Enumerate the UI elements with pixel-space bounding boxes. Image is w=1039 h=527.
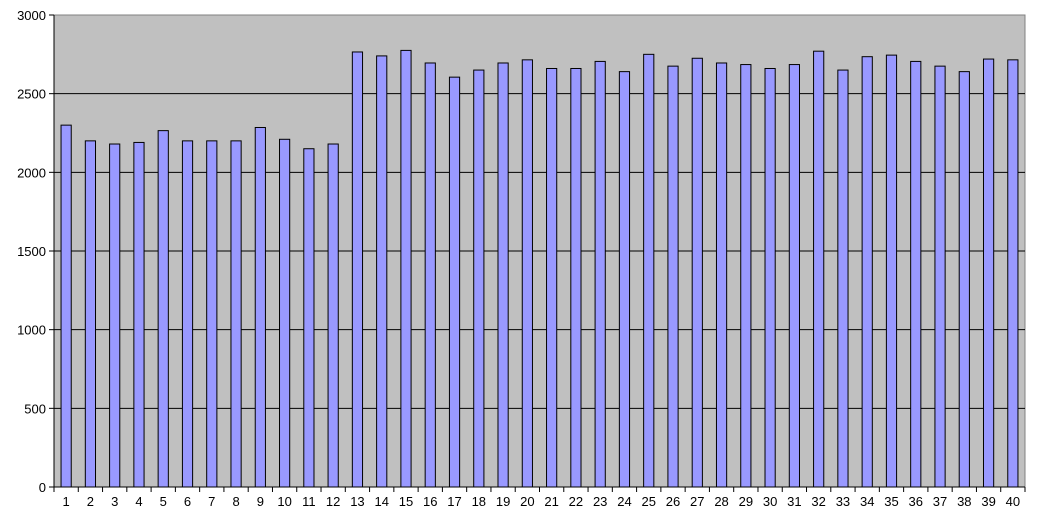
bar [497, 62, 509, 488]
bar [934, 65, 946, 488]
bar [303, 148, 315, 488]
bar [448, 76, 461, 488]
bar [861, 56, 873, 488]
x-tick-label: 6 [184, 494, 191, 509]
bar [279, 138, 291, 488]
x-tick-label: 1 [63, 494, 70, 509]
y-tick-label: 0 [39, 480, 46, 495]
x-tick-label: 25 [642, 494, 656, 509]
bar [1007, 59, 1019, 488]
bar [351, 51, 364, 488]
x-tick-label: 34 [860, 494, 874, 509]
bar [157, 130, 169, 488]
x-tick-label: 20 [520, 494, 534, 509]
bar [376, 55, 388, 488]
x-tick-label: 14 [374, 494, 388, 509]
bar [788, 64, 800, 488]
y-tick-label: 500 [24, 401, 46, 416]
x-tick-label: 30 [763, 494, 777, 509]
x-tick-label: 3 [111, 494, 118, 509]
y-tick-label: 3000 [17, 8, 46, 23]
x-tick-label: 9 [257, 494, 264, 509]
bar [813, 50, 825, 488]
x-tick-label: 21 [544, 494, 558, 509]
x-tick-label: 2 [87, 494, 94, 509]
bar [643, 53, 655, 488]
bar [982, 58, 995, 488]
bar [837, 69, 849, 488]
x-tick-label: 4 [135, 494, 142, 509]
x-tick-label: 11 [302, 494, 316, 509]
bar [109, 143, 121, 488]
bar [424, 62, 436, 488]
x-tick-label: 31 [787, 494, 801, 509]
x-tick-label: 10 [277, 494, 291, 509]
bar [958, 71, 970, 488]
x-tick-label: 24 [617, 494, 631, 509]
bar [764, 67, 776, 488]
x-tick-label: 27 [690, 494, 704, 509]
bar [254, 126, 266, 488]
x-tick-label: 12 [326, 494, 340, 509]
bar [133, 141, 145, 488]
x-tick-label: 35 [884, 494, 898, 509]
x-tick-label: 32 [811, 494, 825, 509]
x-tick-label: 39 [981, 494, 995, 509]
bar [691, 57, 703, 488]
bar [546, 67, 558, 488]
x-tick-label: 15 [399, 494, 413, 509]
x-tick-label: 13 [350, 494, 364, 509]
x-tick-label: 29 [739, 494, 753, 509]
bar [910, 60, 922, 488]
x-tick-label: 28 [714, 494, 728, 509]
bars [60, 49, 1019, 488]
x-tick-label: 26 [666, 494, 680, 509]
x-tick-label: 17 [447, 494, 461, 509]
y-tick-labels: 0 500 1000 1500 2000 2500 3000 [17, 8, 54, 495]
x-tick-label: 22 [569, 494, 583, 509]
bar [594, 60, 606, 488]
x-tick-label: 33 [836, 494, 850, 509]
bar [740, 64, 752, 488]
bar [84, 140, 97, 488]
bar [230, 140, 242, 488]
x-tick-label: 37 [933, 494, 947, 509]
bar [667, 65, 679, 488]
x-tick-label: 5 [160, 494, 167, 509]
bar [327, 143, 339, 488]
bar [400, 49, 412, 488]
bar [60, 124, 72, 488]
x-tick-label: 36 [909, 494, 923, 509]
x-tick-label: 18 [472, 494, 486, 509]
bar [570, 67, 582, 488]
y-tick-label: 2500 [17, 87, 46, 102]
bar [521, 59, 533, 488]
x-tick-label: 8 [232, 494, 239, 509]
x-tick-label: 7 [208, 494, 215, 509]
bar [885, 54, 898, 488]
x-tick-label: 38 [957, 494, 971, 509]
x-tick-label: 23 [593, 494, 607, 509]
x-tick-labels: 1 2 3 4 5 6 7 8 9 10 11 12 13 14 15 16 17 18 19 20 21 22 23 24 2… [53, 487, 1026, 509]
y-tick-label: 1000 [17, 323, 46, 338]
x-tick-label: 16 [423, 494, 437, 509]
y-tick-label: 1500 [17, 244, 46, 259]
bar [181, 140, 194, 488]
x-tick-label: 40 [1006, 494, 1020, 509]
y-tick-label: 2000 [17, 165, 46, 180]
bar [715, 62, 728, 488]
bar [206, 140, 218, 488]
x-tick-label: 19 [496, 494, 510, 509]
bar [618, 71, 631, 488]
bar [473, 69, 485, 488]
